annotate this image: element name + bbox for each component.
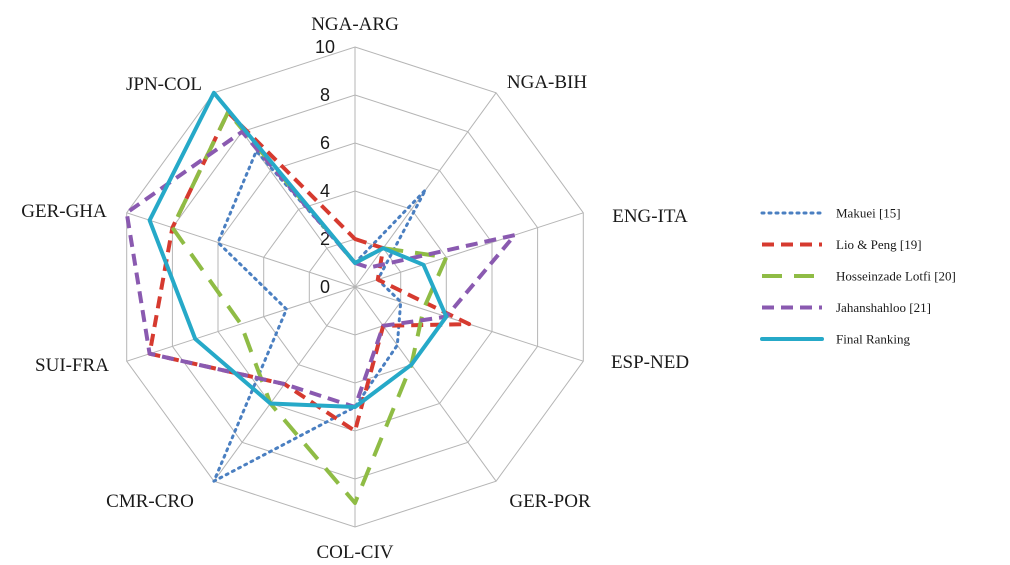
axis-label: SUI-FRA xyxy=(35,355,109,376)
radial-tick-labels: 0 2 4 6 8 10 xyxy=(315,37,335,297)
grid-spoke xyxy=(354,212,584,288)
axis-label: JPN-COL xyxy=(126,74,202,95)
grid-spoke xyxy=(126,286,356,362)
legend: Makuei [15] Lio & Peng [19] Hosseinzade Lo… xyxy=(760,206,956,347)
series-line-5 xyxy=(147,90,449,409)
axis-label: ENG-ITA xyxy=(612,206,688,227)
series-line-4 xyxy=(124,129,517,409)
legend-label: Jahanshahloo [21] xyxy=(836,300,931,315)
grid-spoke xyxy=(354,286,497,482)
tick-label: 8 xyxy=(320,85,330,105)
axis-label: GER-POR xyxy=(509,491,591,512)
axis-label: NGA-ARG xyxy=(311,14,399,35)
legend-label: Makuei [15] xyxy=(836,206,901,221)
grid-spoke xyxy=(354,92,497,288)
tick-label: 0 xyxy=(320,277,330,297)
legend-label: Hosseinzade Lotfi [20] xyxy=(836,269,956,284)
axis-label: ESP-NED xyxy=(611,352,689,373)
series-lines xyxy=(124,90,517,505)
tick-label: 6 xyxy=(320,133,330,153)
legend-label: Final Ranking xyxy=(836,332,911,347)
axis-label: NGA-BIH xyxy=(507,72,587,93)
axis-label: GER-GHA xyxy=(21,201,107,222)
axis-label: CMR-CRO xyxy=(106,491,194,512)
radar-grid xyxy=(126,46,584,528)
axis-label: COL-CIV xyxy=(316,542,393,563)
tick-label: 2 xyxy=(320,229,330,249)
axis-category-labels: NGA-ARG NGA-BIH ENG-ITA ESP-NED GER-POR COL-C… xyxy=(21,14,689,563)
series-line-2 xyxy=(147,110,472,433)
tick-label: 10 xyxy=(315,37,335,57)
series-line-3 xyxy=(170,110,449,505)
grid-spoke xyxy=(126,212,356,288)
legend-label: Lio & Peng [19] xyxy=(836,237,922,252)
tick-label: 4 xyxy=(320,181,330,201)
